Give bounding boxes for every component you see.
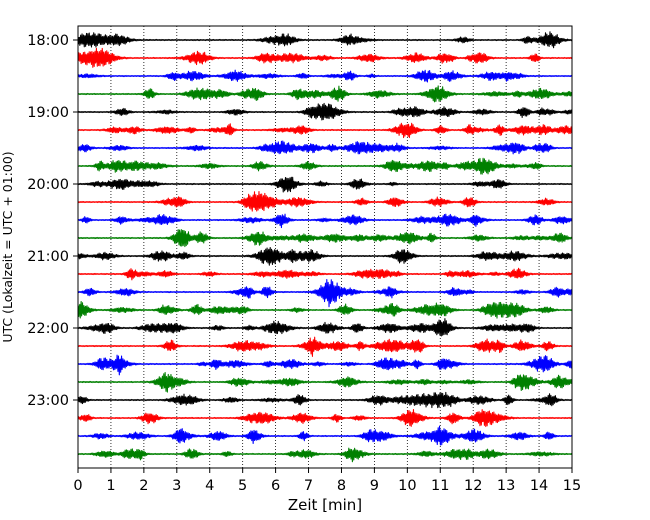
- trace-2300: [77, 391, 573, 409]
- xtick-label-14: 14: [530, 478, 548, 494]
- trace-2315: [77, 409, 573, 428]
- xtick-label-9: 9: [370, 478, 379, 494]
- ytick-label-22:00: 22:00: [27, 321, 69, 337]
- xtick-label-10: 10: [398, 478, 416, 494]
- ytick-label-18:00: 18:00: [27, 33, 69, 49]
- trace-1900: [77, 102, 573, 121]
- trace-1845: [77, 85, 573, 103]
- xtick-label-15: 15: [563, 478, 581, 494]
- trace-2000: [77, 176, 573, 193]
- trace-2030: [77, 213, 573, 229]
- xtick-label-1: 1: [106, 478, 115, 494]
- trace-2130: [77, 278, 573, 308]
- trace-1815: [77, 47, 573, 68]
- xtick-label-0: 0: [73, 478, 82, 494]
- trace-1945: [77, 157, 573, 175]
- trace-2200: [77, 318, 573, 337]
- xtick-label-5: 5: [238, 478, 247, 494]
- ytick-label-20:00: 20:00: [27, 177, 69, 193]
- xtick-label-2: 2: [139, 478, 148, 494]
- xtick-label-12: 12: [464, 478, 482, 494]
- trace-2100: [77, 247, 573, 266]
- xtick-label-4: 4: [205, 478, 214, 494]
- xtick-label-8: 8: [337, 478, 346, 494]
- trace-2230: [77, 354, 573, 376]
- trace-1830: [77, 69, 573, 83]
- trace-2245: [77, 371, 573, 393]
- plot-frame: [77, 25, 573, 469]
- trace-2330: [77, 425, 573, 446]
- trace-2345: [77, 447, 573, 463]
- trace-2145: [77, 300, 573, 319]
- trace-1930: [77, 140, 573, 155]
- xtick-label-13: 13: [497, 478, 515, 494]
- trace-layer: [77, 31, 573, 463]
- trace-2045: [77, 229, 573, 248]
- y-axis-label: UTC (Lokalzeit = UTC + 01:00): [0, 151, 15, 342]
- x-axis: 0 1 2 3 4 5 6 7 8 9 10 11 12 13 14 15: [73, 468, 581, 494]
- xtick-label-7: 7: [304, 478, 313, 494]
- trace-2215: [77, 336, 573, 357]
- y-axis: 18:00 19:00 20:00 21:00 22:00 23:00: [27, 33, 78, 409]
- ytick-label-21:00: 21:00: [27, 249, 69, 265]
- x-axis-label: Zeit [min]: [288, 496, 362, 514]
- trace-1915: [77, 122, 573, 139]
- trace-2015: [77, 190, 573, 212]
- xtick-label-6: 6: [271, 478, 280, 494]
- xtick-label-3: 3: [172, 478, 181, 494]
- ytick-label-19:00: 19:00: [27, 105, 69, 121]
- ytick-label-23:00: 23:00: [27, 393, 69, 409]
- trace-2115: [77, 267, 573, 281]
- trace-1800: [77, 31, 573, 49]
- xtick-label-11: 11: [431, 478, 449, 494]
